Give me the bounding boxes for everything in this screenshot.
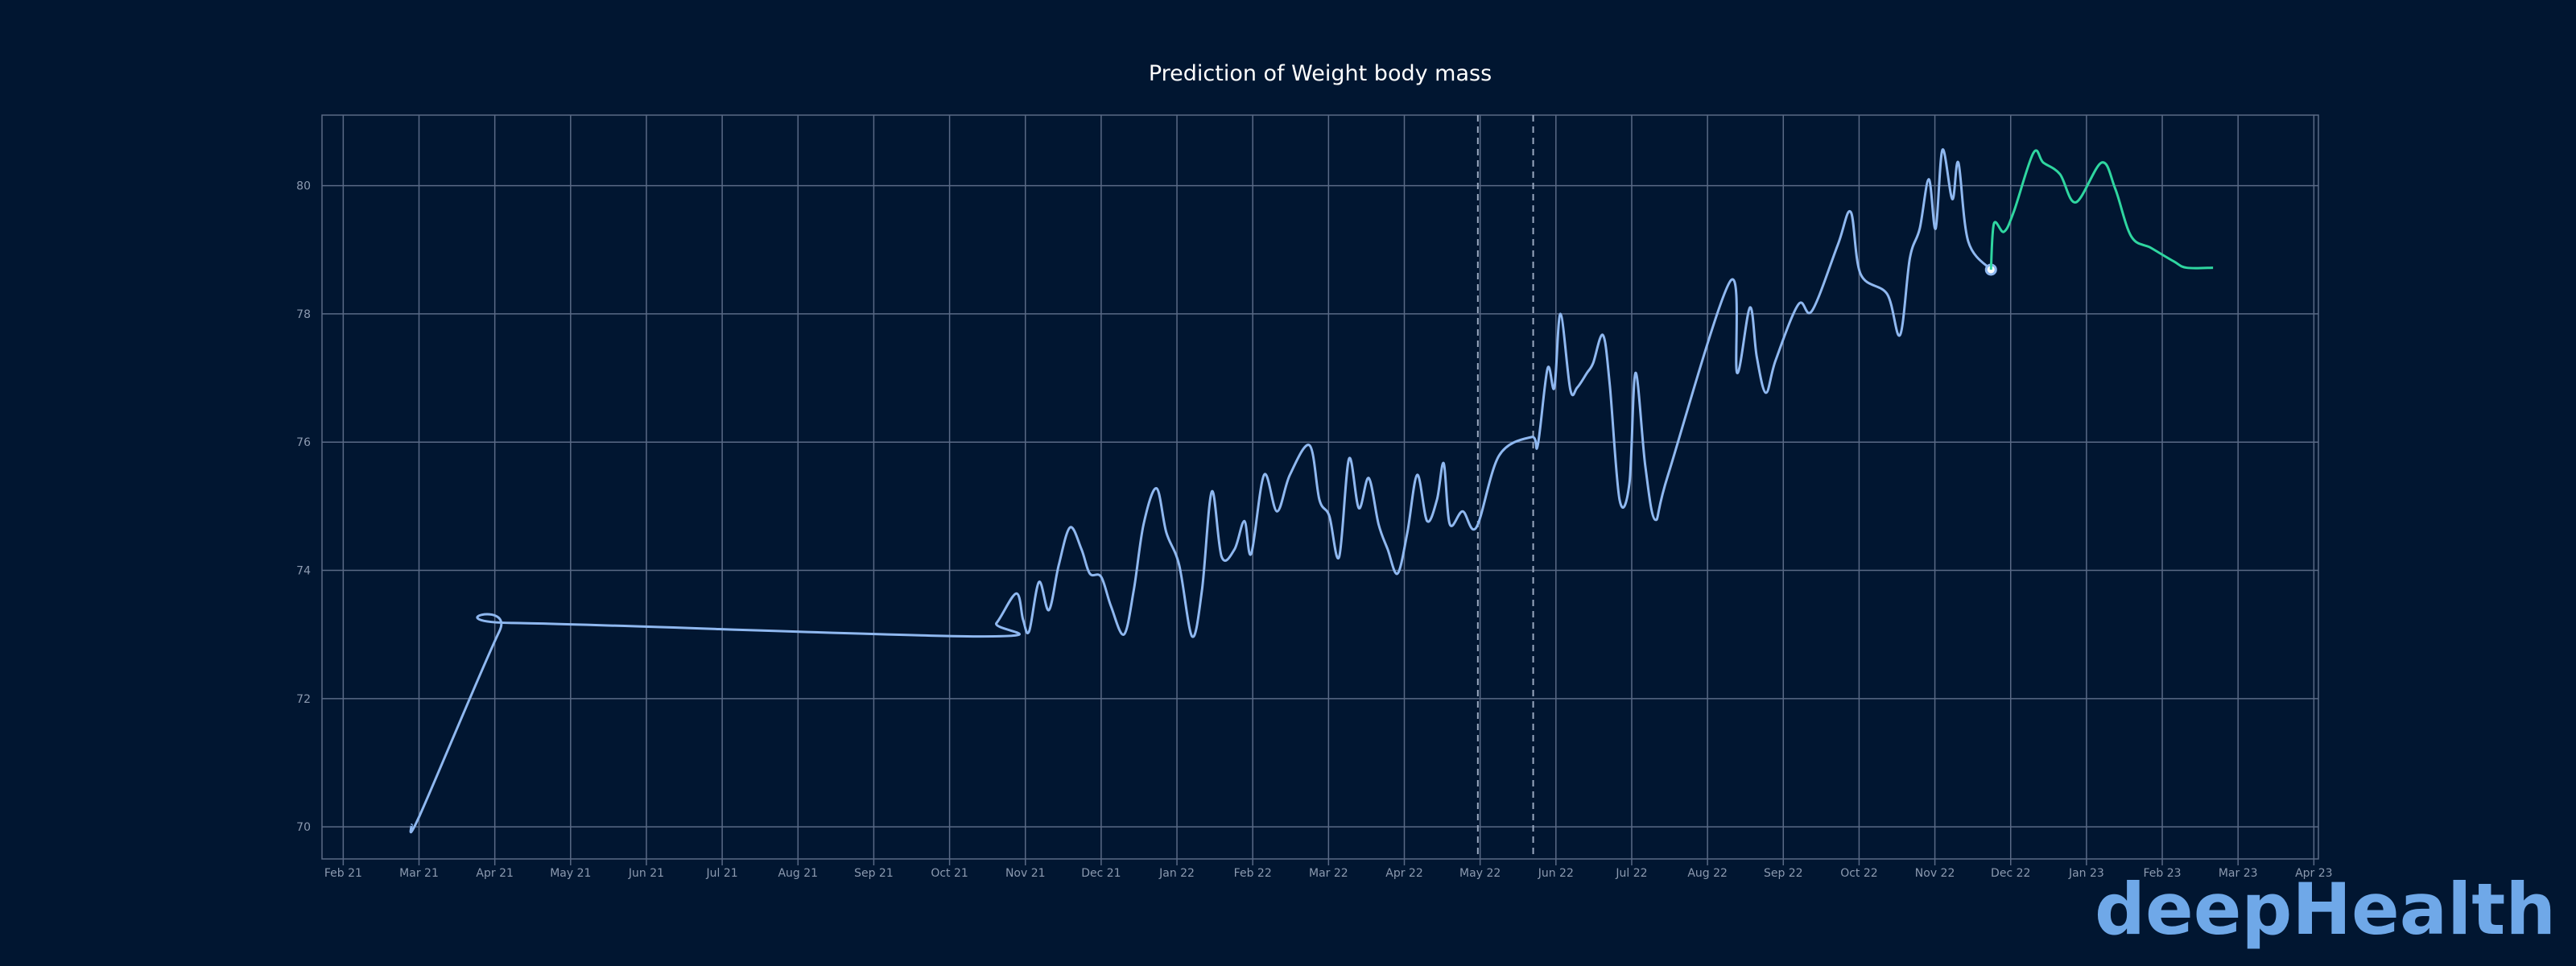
plot-frame: [321, 114, 2319, 860]
x-tick-label: Aug 22: [1687, 867, 1728, 880]
x-tick-label: Nov 21: [1005, 867, 1046, 880]
x-tick-label: Aug 21: [778, 867, 818, 880]
x-tick-label: Feb 23: [2144, 867, 2182, 880]
chart-title: Prediction of Weight body mass: [1149, 61, 1492, 86]
x-tick-label: May 21: [550, 867, 591, 880]
x-tick-label: Oct 21: [931, 867, 968, 880]
x-tick-label: Mar 21: [399, 867, 439, 880]
y-tick-label: 72: [296, 693, 311, 706]
x-tick-label: Jan 22: [1158, 867, 1195, 880]
x-tick-label: Jan 23: [2068, 867, 2104, 880]
y-tick-label: 70: [296, 821, 311, 834]
x-tick-label: Dec 21: [1081, 867, 1121, 880]
line: [1989, 149, 2214, 270]
y-tick-label: 74: [296, 565, 311, 578]
line: [409, 148, 1992, 834]
y-tick-label: 78: [296, 308, 311, 321]
y-tick-label: 76: [296, 436, 311, 449]
y-tick-label: 80: [296, 180, 311, 193]
x-tick-label: Mar 22: [1309, 867, 1348, 880]
x-tick-label: May 22: [1459, 867, 1501, 880]
x-tick-label: Jul 22: [1615, 867, 1647, 880]
x-tick-label: Dec 22: [1991, 867, 2030, 880]
x-tick-label: Feb 21: [324, 867, 362, 880]
x-tick-label: Oct 22: [1840, 867, 1877, 880]
x-tick-label: Mar 23: [2219, 867, 2258, 880]
logo: deepHealth: [2095, 868, 2556, 951]
x-tick-label: Sep 22: [1764, 867, 1803, 880]
x-tick-label: Jun 22: [1538, 867, 1574, 880]
x-tick-label: Nov 22: [1915, 867, 1955, 880]
x-tick-label: Sep 21: [854, 867, 894, 880]
x-tick-label: Feb 22: [1234, 867, 1272, 880]
x-tick-label: Apr 21: [476, 867, 513, 880]
x-tick-label: Apr 23: [2295, 867, 2332, 880]
x-tick-label: Jul 21: [706, 867, 738, 880]
x-tick-label: Apr 22: [1385, 867, 1422, 880]
x-tick-label: Jun 21: [628, 867, 664, 880]
